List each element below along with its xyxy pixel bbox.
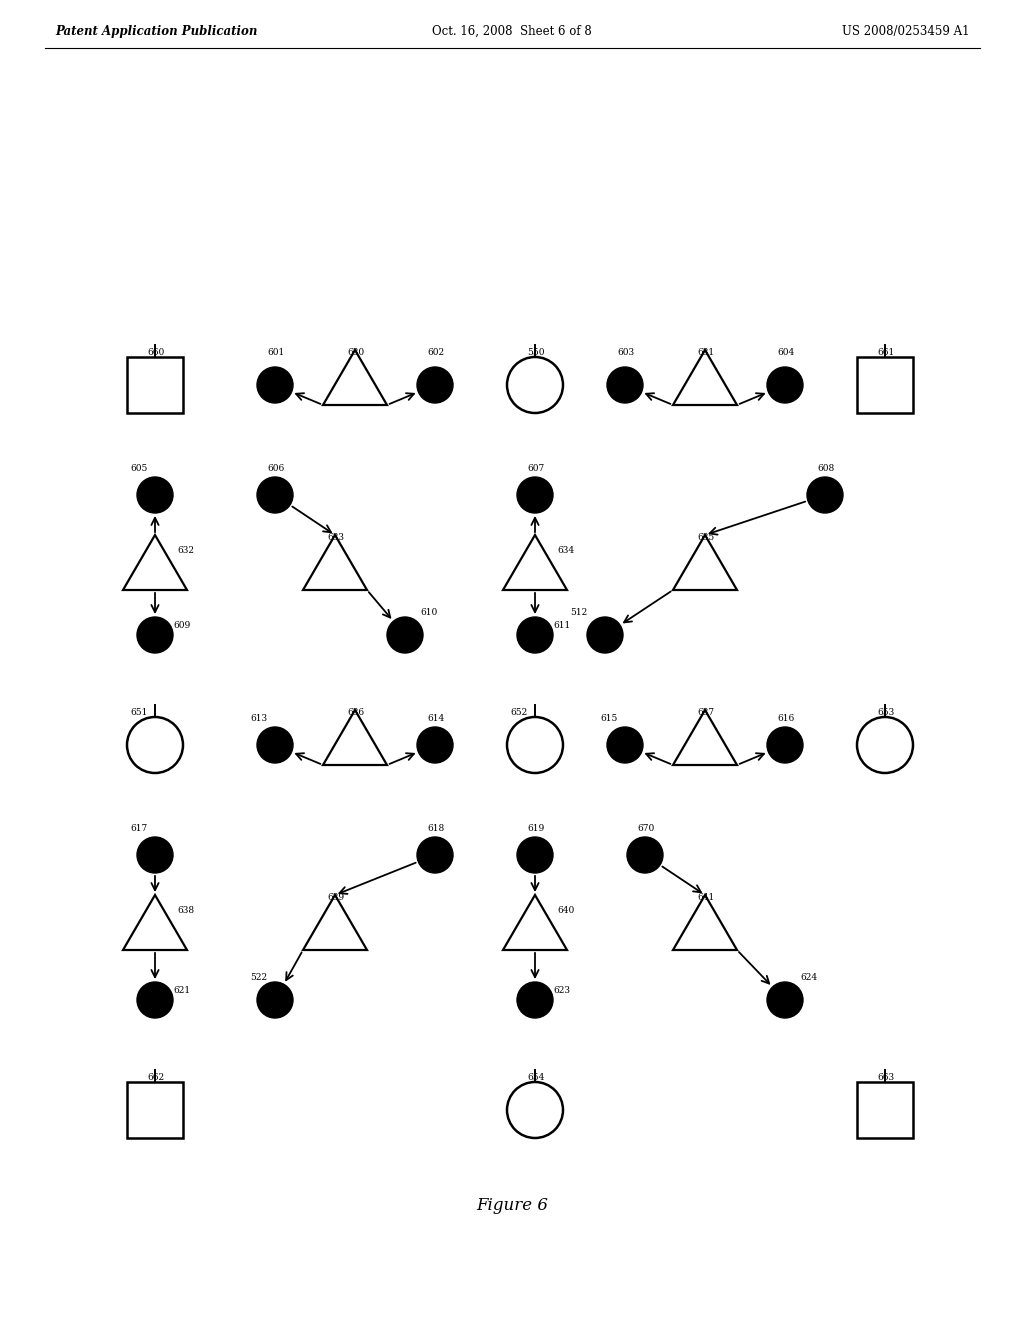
Circle shape (417, 837, 453, 873)
Text: 623: 623 (553, 986, 570, 995)
Bar (127, 356, 183, 413)
Text: 615: 615 (600, 714, 617, 723)
Circle shape (137, 982, 173, 1018)
Circle shape (767, 982, 803, 1018)
Circle shape (517, 616, 553, 653)
Circle shape (807, 477, 843, 513)
Text: 663: 663 (877, 1073, 894, 1082)
Text: 619: 619 (527, 824, 544, 833)
Circle shape (587, 616, 623, 653)
Text: 660: 660 (147, 348, 164, 356)
Text: 635: 635 (697, 533, 715, 543)
Text: 652: 652 (510, 708, 527, 717)
Text: Oct. 16, 2008  Sheet 6 of 8: Oct. 16, 2008 Sheet 6 of 8 (432, 25, 592, 38)
Circle shape (767, 367, 803, 403)
Circle shape (257, 477, 293, 513)
Circle shape (517, 982, 553, 1018)
Text: 550: 550 (527, 348, 545, 356)
Text: 609: 609 (173, 620, 190, 630)
Circle shape (417, 367, 453, 403)
Text: 618: 618 (427, 824, 444, 833)
Text: 606: 606 (267, 465, 285, 473)
Text: 670: 670 (637, 824, 654, 833)
Text: 621: 621 (173, 986, 190, 995)
Text: 603: 603 (617, 348, 634, 356)
Text: 611: 611 (553, 620, 570, 630)
Text: 653: 653 (877, 708, 894, 717)
Text: 602: 602 (427, 348, 444, 356)
Text: 608: 608 (817, 465, 835, 473)
Text: 605: 605 (130, 465, 147, 473)
Bar (857, 1082, 913, 1138)
Bar (857, 356, 913, 413)
Text: 631: 631 (697, 348, 714, 356)
Circle shape (767, 727, 803, 763)
Text: 522: 522 (250, 973, 267, 982)
Circle shape (627, 837, 663, 873)
Text: 634: 634 (557, 546, 574, 554)
Text: 630: 630 (347, 348, 365, 356)
Text: 633: 633 (327, 533, 344, 543)
Bar (127, 1082, 183, 1138)
Circle shape (257, 367, 293, 403)
Text: 639: 639 (327, 894, 344, 902)
Circle shape (517, 837, 553, 873)
Text: 636: 636 (347, 708, 365, 717)
Text: 610: 610 (420, 609, 437, 616)
Text: 640: 640 (557, 906, 574, 915)
Circle shape (417, 727, 453, 763)
Circle shape (257, 982, 293, 1018)
Text: 632: 632 (177, 546, 194, 554)
Circle shape (607, 727, 643, 763)
Circle shape (257, 727, 293, 763)
Text: Patent Application Publication: Patent Application Publication (55, 25, 257, 38)
Text: Figure 6: Figure 6 (476, 1196, 548, 1213)
Text: 651: 651 (130, 708, 147, 717)
Text: 613: 613 (250, 714, 267, 723)
Text: 607: 607 (527, 465, 544, 473)
Text: US 2008/0253459 A1: US 2008/0253459 A1 (843, 25, 970, 38)
Circle shape (137, 616, 173, 653)
Text: 614: 614 (427, 714, 444, 723)
Text: 604: 604 (777, 348, 795, 356)
Text: 638: 638 (177, 906, 195, 915)
Circle shape (137, 837, 173, 873)
Text: 637: 637 (697, 708, 714, 717)
Circle shape (607, 367, 643, 403)
Text: 662: 662 (147, 1073, 164, 1082)
Circle shape (517, 477, 553, 513)
Circle shape (137, 477, 173, 513)
Text: 641: 641 (697, 894, 715, 902)
Text: 654: 654 (527, 1073, 545, 1082)
Text: 617: 617 (130, 824, 147, 833)
Text: 616: 616 (777, 714, 795, 723)
Text: 512: 512 (570, 609, 587, 616)
Text: 601: 601 (267, 348, 285, 356)
Text: 661: 661 (877, 348, 894, 356)
Text: 624: 624 (800, 973, 817, 982)
Circle shape (387, 616, 423, 653)
